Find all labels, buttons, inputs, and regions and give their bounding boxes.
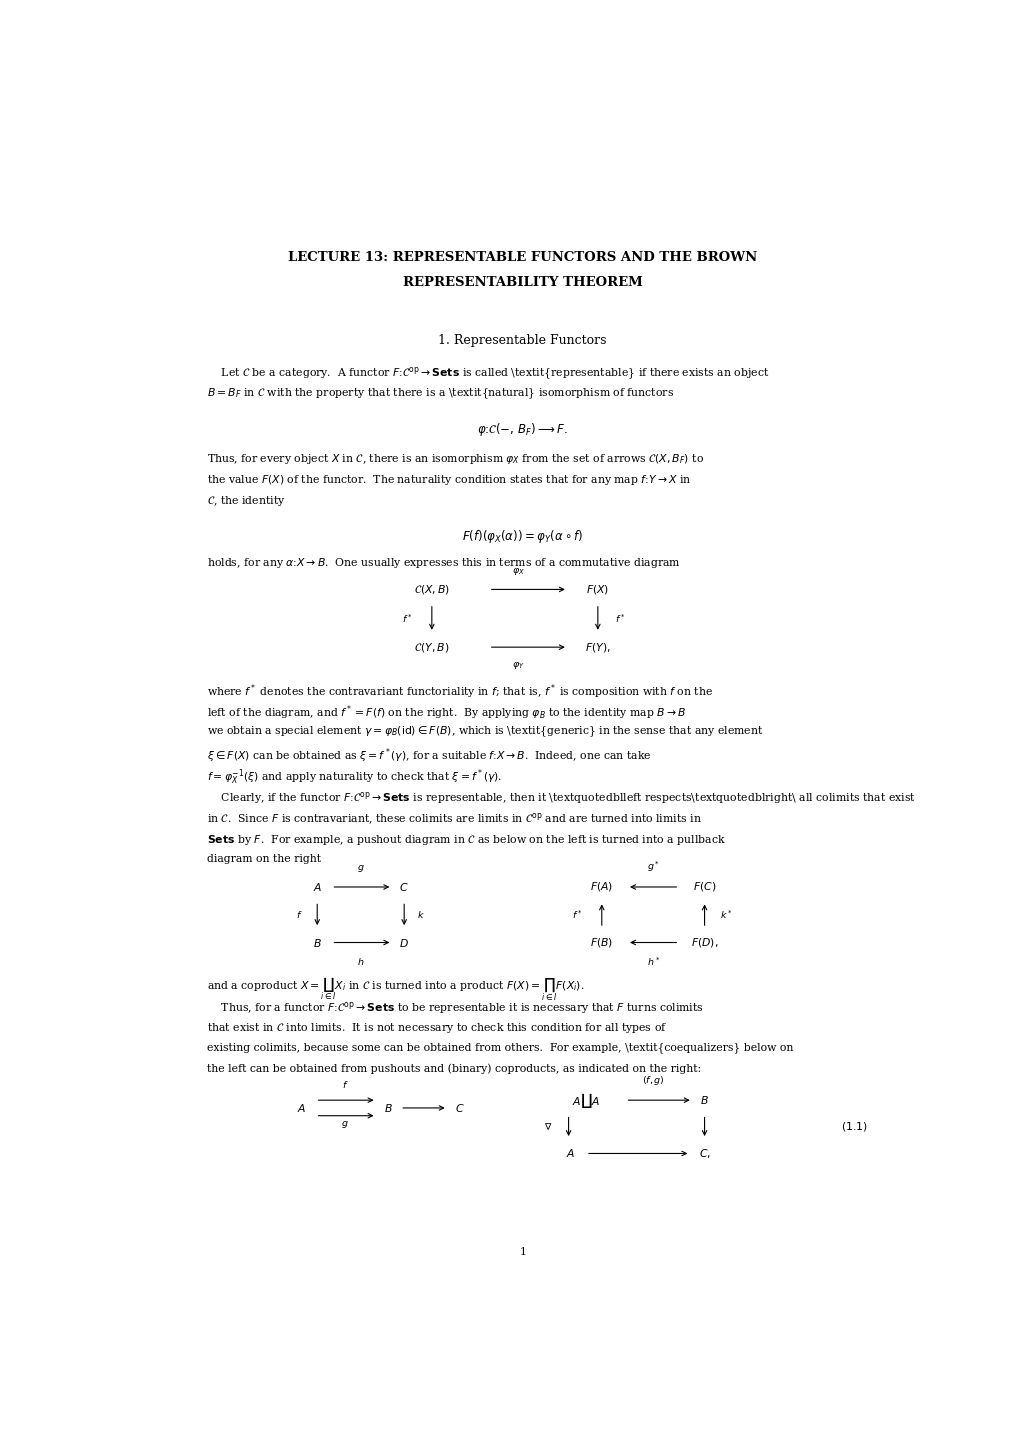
Text: $(1.1)$: $(1.1)$ [841, 1120, 867, 1133]
Text: LECTURE 13: REPRESENTABLE FUNCTORS AND THE BROWN: LECTURE 13: REPRESENTABLE FUNCTORS AND T… [287, 251, 757, 264]
Text: $\mathcal{C}$, the identity: $\mathcal{C}$, the identity [206, 495, 285, 508]
Text: $\mathcal{C}(Y,B)$: $\mathcal{C}(Y,B)$ [414, 640, 449, 653]
Text: $\nabla$: $\nabla$ [544, 1122, 552, 1132]
Text: where $f^*$ denotes the contravariant functoriality in $f$; that is, $f^*$ is co: where $f^*$ denotes the contravariant fu… [206, 682, 712, 701]
Text: $\xi \in F(X)$ can be obtained as $\xi = f^*(\gamma)$, for a suitable $f\colon X: $\xi \in F(X)$ can be obtained as $\xi =… [206, 746, 650, 764]
Text: $D$: $D$ [398, 936, 409, 949]
Text: and a coproduct $X = \coprod_{i \in I} X_i$ in $\mathcal{C}$ is turned into a pr: and a coproduct $X = \coprod_{i \in I} X… [206, 976, 584, 1004]
Text: $A$: $A$ [312, 881, 322, 893]
Text: $C,$: $C,$ [698, 1146, 710, 1159]
Text: $B$: $B$ [383, 1102, 392, 1115]
Text: left of the diagram, and $f^* = F(f)$ on the right.  By applying $\varphi_B$ to : left of the diagram, and $f^* = F(f)$ on… [206, 704, 685, 722]
Text: $F(C)$: $F(C)$ [692, 881, 715, 894]
Text: diagram on the right: diagram on the right [206, 854, 320, 864]
Text: $A$: $A$ [297, 1102, 306, 1115]
Text: 1: 1 [519, 1247, 526, 1257]
Text: Thus, for a functor $F\colon \mathcal{C}^{\mathrm{op}} \to \mathbf{Sets}$ to be : Thus, for a functor $F\colon \mathcal{C}… [206, 1001, 703, 1017]
Text: $F(f)(\varphi_X(\alpha)) = \varphi_Y(\alpha \circ f)$: $F(f)(\varphi_X(\alpha)) = \varphi_Y(\al… [462, 528, 583, 545]
Text: $g$: $g$ [357, 862, 364, 874]
Text: existing colimits, because some can be obtained from others.  For example, \text: existing colimits, because some can be o… [206, 1043, 792, 1053]
Text: $h$: $h$ [357, 956, 364, 966]
Text: $B$: $B$ [313, 936, 321, 949]
Text: $g^*$: $g^*$ [646, 859, 659, 874]
Text: $k^*$: $k^*$ [719, 908, 733, 921]
Text: $\varphi\colon \mathcal{C}(-,\,B_F) \longrightarrow F.$: $\varphi\colon \mathcal{C}(-,\,B_F) \lon… [477, 421, 568, 437]
Text: $A \coprod A$: $A \coprod A$ [572, 1090, 599, 1110]
Text: $C$: $C$ [399, 881, 409, 893]
Text: that exist in $\mathcal{C}$ into limits.  It is not necessary to check this cond: that exist in $\mathcal{C}$ into limits.… [206, 1021, 666, 1035]
Text: $\mathcal{C}(X,B)$: $\mathcal{C}(X,B)$ [414, 583, 449, 596]
Text: $\varphi_X$: $\varphi_X$ [512, 567, 525, 577]
Text: $f^*$: $f^*$ [401, 611, 412, 624]
Text: $\mathbf{Sets}$ by $F$.  For example, a pushout diagram in $\mathcal{C}$ as belo: $\mathbf{Sets}$ by $F$. For example, a p… [206, 832, 725, 846]
Text: holds, for any $\alpha\colon X \to B$.  One usually expresses this in terms of a: holds, for any $\alpha\colon X \to B$. O… [206, 557, 680, 570]
Text: $F(X)$: $F(X)$ [586, 583, 609, 596]
Text: Thus, for every object $X$ in $\mathcal{C}$, there is an isomorphism $\varphi_X$: Thus, for every object $X$ in $\mathcal{… [206, 451, 703, 466]
Text: $f$: $f$ [297, 910, 303, 920]
Text: $f^*$: $f^*$ [571, 908, 582, 921]
Text: $F(A)$: $F(A)$ [590, 881, 612, 894]
Text: $C$: $C$ [454, 1102, 464, 1115]
Text: Let $\mathcal{C}$ be a category.  A functor $F\colon \mathcal{C}^{\mathrm{op}} \: Let $\mathcal{C}$ be a category. A funct… [206, 365, 768, 382]
Text: $g$: $g$ [340, 1119, 348, 1131]
Text: $f^*$: $f^*$ [614, 611, 625, 624]
Text: $f$: $f$ [341, 1079, 347, 1090]
Text: $\varphi_Y$: $\varphi_Y$ [512, 660, 525, 672]
Text: $F(Y),$: $F(Y),$ [584, 640, 610, 653]
Text: 1. Representable Functors: 1. Representable Functors [438, 335, 606, 348]
Text: REPRESENTABILITY THEOREM: REPRESENTABILITY THEOREM [403, 277, 642, 290]
Text: $F(B)$: $F(B)$ [590, 936, 612, 949]
Text: the value $F(X)$ of the functor.  The naturality condition states that for any m: the value $F(X)$ of the functor. The nat… [206, 473, 690, 487]
Text: Clearly, if the functor $F\colon \mathcal{C}^{\mathrm{op}} \to \mathbf{Sets}$ is: Clearly, if the functor $F\colon \mathca… [206, 790, 915, 806]
Text: $(f,g)$: $(f,g)$ [641, 1074, 664, 1087]
Text: we obtain a special element $\gamma = \varphi_B(\mathrm{id}) \in F(B)$, which is: we obtain a special element $\gamma = \v… [206, 725, 762, 740]
Text: $f = \varphi_X^{-1}(\xi)$ and apply naturality to check that $\xi = f^*(\gamma)$: $f = \varphi_X^{-1}(\xi)$ and apply natu… [206, 767, 501, 787]
Text: $F(D),$: $F(D),$ [690, 936, 717, 949]
Text: $B$: $B$ [699, 1094, 708, 1106]
Text: $A$: $A$ [565, 1148, 575, 1159]
Text: in $\mathcal{C}$.  Since $F$ is contravariant, these colimits are limits in $\ma: in $\mathcal{C}$. Since $F$ is contravar… [206, 812, 701, 828]
Text: $h^*$: $h^*$ [646, 956, 659, 969]
Text: the left can be obtained from pushouts and (binary) coproducts, as indicated on : the left can be obtained from pushouts a… [206, 1064, 700, 1074]
Text: $B = B_F$ in $\mathcal{C}$ with the property that there is a \textit{natural} is: $B = B_F$ in $\mathcal{C}$ with the prop… [206, 386, 673, 401]
Text: $k$: $k$ [417, 910, 424, 920]
